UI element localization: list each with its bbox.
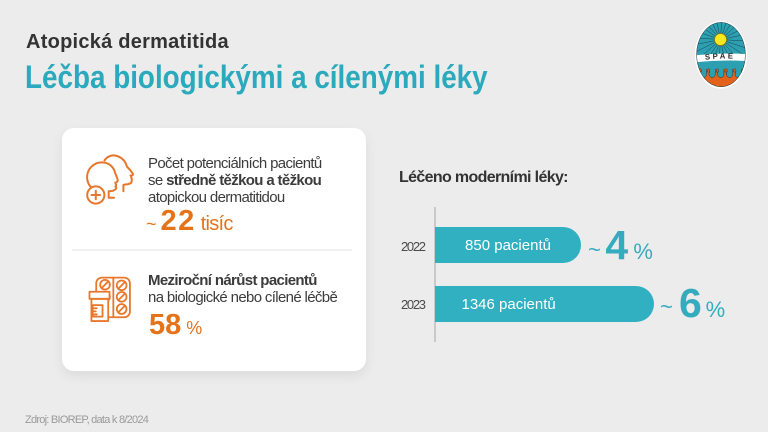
svg-text:SPAE: SPAE [705,52,736,62]
